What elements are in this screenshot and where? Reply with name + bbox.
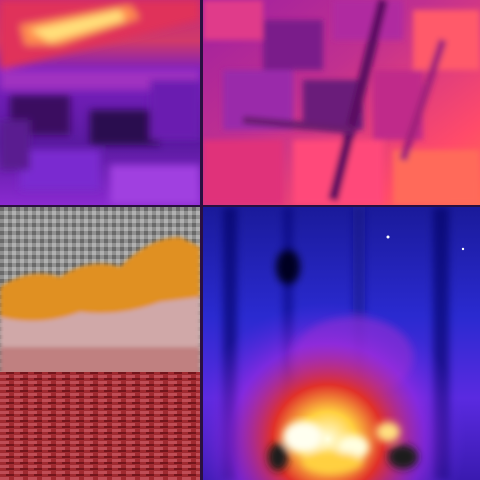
tile-divider-horizontal — [0, 205, 480, 207]
thermal-tile-bottom-right — [203, 207, 480, 480]
thermal-tile-top-right — [203, 0, 480, 205]
thermal-tile-top-left — [0, 0, 200, 205]
tile-divider-vertical — [200, 0, 203, 480]
thermal-tile-bottom-left — [0, 207, 200, 480]
